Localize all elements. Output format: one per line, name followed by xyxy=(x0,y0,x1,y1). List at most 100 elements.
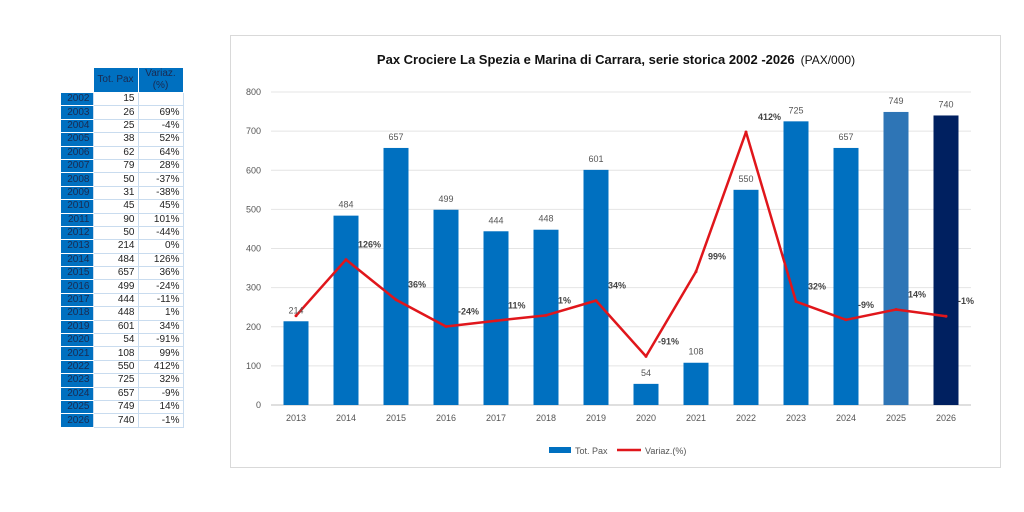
year-cell: 2020 xyxy=(60,333,93,348)
line-point xyxy=(794,300,798,304)
line-point xyxy=(344,258,348,262)
bar xyxy=(733,189,759,405)
x-tick-label: 2025 xyxy=(886,413,906,423)
table-row: 2007 79 28% xyxy=(60,158,184,174)
x-tick-label: 2017 xyxy=(486,413,506,423)
bar xyxy=(583,169,609,405)
tot-pax-cell: 90 xyxy=(92,212,139,227)
year-cell: 2009 xyxy=(60,186,93,201)
x-tick-label: 2023 xyxy=(786,413,806,423)
variaz-label: 14% xyxy=(908,290,926,300)
year-cell: 2018 xyxy=(60,306,93,321)
variaz-cell: 34% xyxy=(137,319,184,335)
variaz-cell: -1% xyxy=(137,413,184,428)
variaz-cell: 32% xyxy=(137,373,184,388)
bar-value-label: 54 xyxy=(641,368,651,378)
year-cell: 2008 xyxy=(60,172,93,187)
bar-value-label: 499 xyxy=(438,194,453,204)
bar-value-label: 657 xyxy=(838,132,853,142)
chart-area: Pax Crociere La Spezia e Marina di Carra… xyxy=(230,35,1001,468)
variaz-cell: 52% xyxy=(137,132,184,147)
table-row: 2011 90 101% xyxy=(60,212,184,227)
bar-value-label: 749 xyxy=(888,96,903,106)
header-tot-pax: Tot. Pax xyxy=(92,67,139,93)
tot-pax-cell: 657 xyxy=(92,386,139,401)
variaz-cell: 99% xyxy=(137,346,184,361)
year-cell: 2017 xyxy=(60,293,93,308)
y-tick-label: 100 xyxy=(246,361,261,371)
table-row: 2005 38 52% xyxy=(60,132,184,147)
line-point xyxy=(294,314,298,318)
year-cell: 2014 xyxy=(60,253,93,268)
bar-value-label: 657 xyxy=(388,132,403,142)
table-row: 2019 601 34% xyxy=(60,319,184,335)
variaz-cell: 126% xyxy=(137,252,184,268)
bar xyxy=(933,115,959,405)
bar xyxy=(883,111,909,406)
year-cell: 2003 xyxy=(60,105,93,120)
tot-pax-cell: 448 xyxy=(92,306,139,321)
tot-pax-cell: 108 xyxy=(92,346,139,361)
line-point xyxy=(644,354,648,358)
variaz-label: 36% xyxy=(408,280,426,290)
line-point xyxy=(594,299,598,303)
bar-value-label: 725 xyxy=(788,105,803,115)
line-point xyxy=(944,314,948,318)
variaz-cell: 1% xyxy=(137,306,184,321)
table-row: 2015 657 36% xyxy=(60,266,184,281)
header-variaz: Variaz.(%) xyxy=(137,67,184,93)
tot-pax-cell: 657 xyxy=(92,266,139,281)
year-cell: 2004 xyxy=(60,119,93,134)
corner-cell xyxy=(60,67,94,93)
tot-pax-cell: 79 xyxy=(92,158,139,174)
variaz-label: 1% xyxy=(558,295,571,305)
legend-swatch-bar xyxy=(549,447,571,453)
table-row: 2021 108 99% xyxy=(60,346,184,361)
year-cell: 2007 xyxy=(60,159,93,174)
tot-pax-cell: 25 xyxy=(92,118,139,134)
x-tick-label: 2014 xyxy=(336,413,356,423)
chart-title: Pax Crociere La Spezia e Marina di Carra… xyxy=(377,52,855,67)
table-row: 2009 31 -38% xyxy=(60,185,184,201)
table-row: 2025 749 14% xyxy=(60,399,184,415)
x-tick-label: 2024 xyxy=(836,413,856,423)
table-row: 2018 448 1% xyxy=(60,306,184,321)
variaz-cell: 101% xyxy=(137,212,184,227)
year-cell: 2024 xyxy=(60,387,93,401)
bar xyxy=(283,321,309,405)
bar xyxy=(483,231,509,405)
table-row: 2002 15 xyxy=(60,91,184,107)
variaz-label: 99% xyxy=(708,252,726,262)
variaz-line xyxy=(295,130,947,358)
variaz-label: -91% xyxy=(658,336,679,346)
bar-value-label: 740 xyxy=(938,99,953,109)
tot-pax-cell: 725 xyxy=(92,373,139,388)
variaz-cell: 14% xyxy=(137,399,184,415)
table-row: 2017 444 -11% xyxy=(60,292,184,308)
table-row: 2016 499 -24% xyxy=(60,279,184,294)
variaz-label: 126% xyxy=(358,240,381,250)
variaz-cell: 28% xyxy=(137,158,184,174)
variaz-cell: -91% xyxy=(137,333,184,348)
tot-pax-cell: 550 xyxy=(92,359,139,375)
bar xyxy=(833,147,859,405)
table-row: 2010 45 45% xyxy=(60,199,184,214)
year-cell: 2010 xyxy=(60,199,93,214)
tot-pax-cell: 26 xyxy=(92,105,139,120)
variaz-cell: -38% xyxy=(137,185,184,201)
x-tick-label: 2021 xyxy=(686,413,706,423)
bar-value-label: 550 xyxy=(738,174,753,184)
x-tick-label: 2018 xyxy=(536,413,556,423)
y-tick-label: 0 xyxy=(256,400,261,410)
variaz-cell: 64% xyxy=(137,145,184,160)
x-tick-label: 2019 xyxy=(586,413,606,423)
legend-label-line: Variaz.(%) xyxy=(645,446,686,456)
tot-pax-cell: 54 xyxy=(92,333,139,348)
year-cell: 2013 xyxy=(60,239,93,254)
bar-value-label: 444 xyxy=(488,215,503,225)
variaz-cell: 36% xyxy=(137,266,184,281)
year-cell: 2012 xyxy=(60,226,93,241)
bar-value-label: 601 xyxy=(588,154,603,164)
line-point xyxy=(694,270,698,274)
y-tick-label: 400 xyxy=(246,244,261,254)
